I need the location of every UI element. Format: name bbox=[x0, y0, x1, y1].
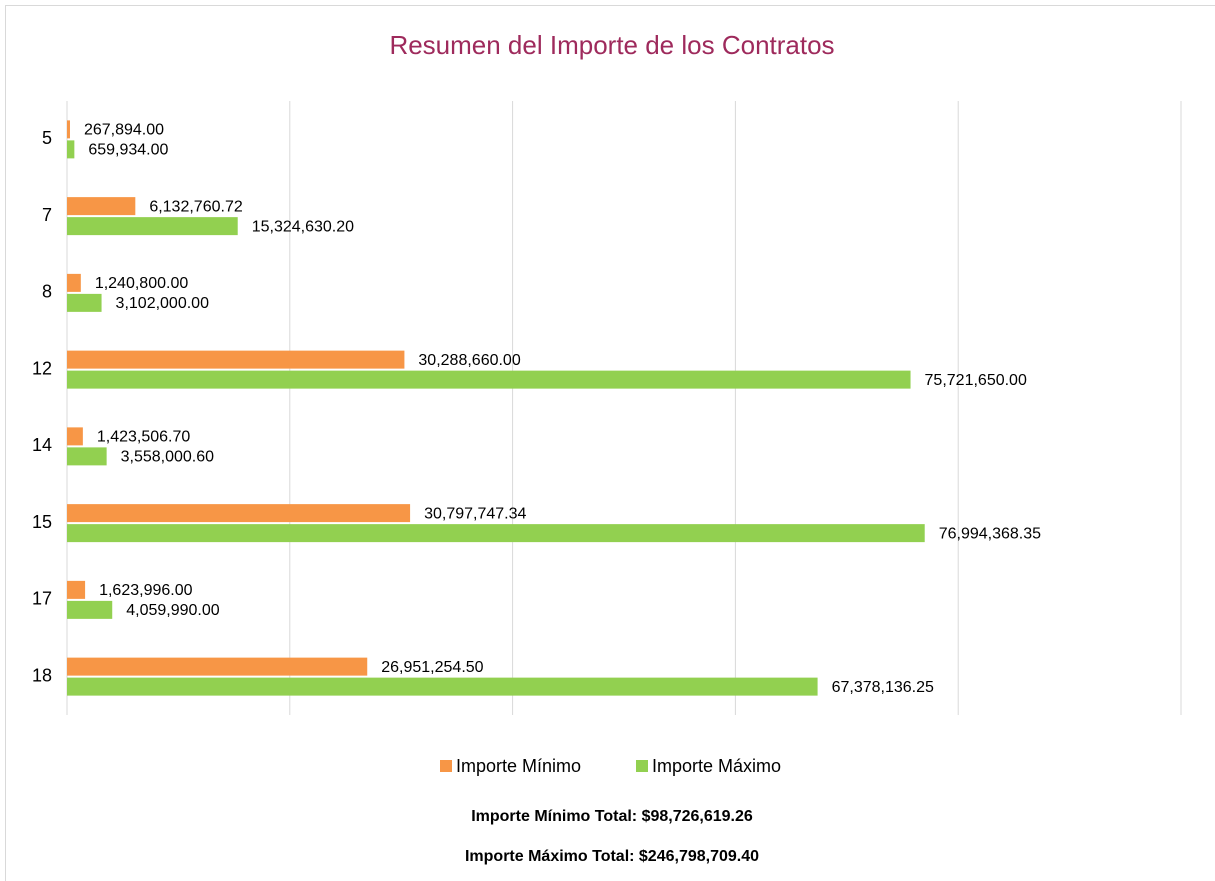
y-tick-label: 17 bbox=[32, 589, 52, 609]
data-label: 267,894.00 bbox=[84, 122, 164, 139]
data-label: 76,994,368.35 bbox=[939, 525, 1041, 542]
y-tick-label: 7 bbox=[42, 205, 52, 225]
legend-swatch bbox=[636, 760, 648, 772]
bar bbox=[67, 677, 818, 696]
data-label: 30,288,660.00 bbox=[418, 352, 520, 369]
data-label: 26,951,254.50 bbox=[381, 659, 483, 676]
data-label: 15,324,630.20 bbox=[252, 218, 354, 235]
bar bbox=[67, 600, 113, 619]
bar bbox=[67, 580, 86, 599]
data-label: 30,797,747.34 bbox=[424, 505, 526, 522]
legend-label: Importe Máximo bbox=[652, 756, 781, 776]
bar bbox=[67, 293, 102, 312]
y-tick-label: 8 bbox=[42, 282, 52, 302]
legend-label: Importe Mínimo bbox=[456, 756, 581, 776]
data-label: 6,132,760.72 bbox=[149, 198, 243, 215]
y-tick-label: 14 bbox=[32, 435, 52, 455]
data-label: 3,102,000.00 bbox=[116, 295, 210, 312]
bar bbox=[67, 504, 411, 523]
bar bbox=[67, 120, 70, 139]
y-tick-label: 18 bbox=[32, 665, 52, 685]
annotation: Importe Máximo Total: $246,798,709.40 bbox=[465, 848, 759, 865]
data-label: 1,240,800.00 bbox=[95, 275, 189, 292]
y-tick-label: 5 bbox=[42, 128, 52, 148]
annotation: Importe Mínimo Total: $98,726,619.26 bbox=[471, 808, 753, 825]
data-label: 659,934.00 bbox=[88, 142, 168, 159]
bar bbox=[67, 273, 81, 292]
bar bbox=[67, 427, 83, 446]
legend-swatch bbox=[440, 760, 452, 772]
data-label: 4,059,990.00 bbox=[126, 602, 220, 619]
bar bbox=[67, 447, 107, 466]
data-label: 67,378,136.25 bbox=[832, 679, 934, 696]
bar bbox=[67, 140, 75, 159]
data-label: 3,558,000.60 bbox=[121, 449, 215, 466]
bar bbox=[67, 370, 911, 389]
bar bbox=[67, 524, 925, 543]
data-label: 75,721,650.00 bbox=[925, 372, 1027, 389]
bar bbox=[67, 197, 136, 216]
data-label: 1,423,506.70 bbox=[97, 429, 191, 446]
data-label: 1,623,996.00 bbox=[99, 582, 193, 599]
bar bbox=[67, 217, 238, 236]
bar bbox=[67, 657, 368, 676]
y-tick-label: 12 bbox=[32, 358, 52, 378]
y-tick-label: 15 bbox=[32, 512, 52, 532]
bar bbox=[67, 350, 405, 369]
chart-title: Resumen del Importe de los Contratos bbox=[389, 30, 834, 60]
chart-border bbox=[5, 5, 1215, 881]
